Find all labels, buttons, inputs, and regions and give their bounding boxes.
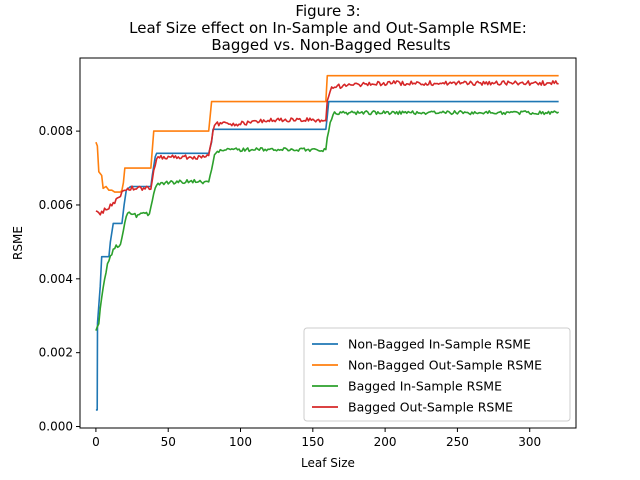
legend-label-non-bagged-in-sample-rsme: Non-Bagged In-Sample RSME [348, 337, 531, 352]
legend-label-bagged-out-sample-rsme: Bagged Out-Sample RSME [348, 400, 513, 415]
series-line-non-bagged-in-sample-rsme [95, 100, 559, 411]
title-line-2: Leaf Size effect on In-Sample and Out-Sa… [129, 19, 527, 37]
y-tick-label: 0.006 [39, 198, 73, 212]
x-tick-label: 0 [92, 435, 100, 449]
title-line-1: Figure 3: [295, 2, 360, 20]
plot-frame [79, 57, 577, 429]
legend-box [303, 327, 571, 422]
y-tick-label: 0.004 [39, 272, 73, 286]
x-tick-label: 250 [446, 435, 469, 449]
title-line-3: Bagged vs. Non-Bagged Results [211, 36, 450, 54]
x-tick-label: 150 [301, 435, 324, 449]
x-axis-ticks: 0 50 100 150 200 250 300 [92, 428, 541, 449]
y-axis-ticks: 0.000 0.002 0.004 0.006 0.008 [39, 124, 80, 434]
x-tick-label: 100 [229, 435, 252, 449]
x-tick-label: 50 [161, 435, 176, 449]
y-axis-label: RSME [11, 226, 25, 260]
legend-items: Non-Bagged In-Sample RSME Non-Bagged Out-… [312, 337, 542, 415]
x-tick-label: 300 [518, 435, 541, 449]
series-layer [95, 74, 560, 411]
chart-title: Figure 3: Leaf Size effect on In-Sample … [129, 2, 527, 54]
series-line-bagged-in-sample-rsme [95, 110, 560, 331]
legend-label-bagged-in-sample-rsme: Bagged In-Sample RSME [348, 379, 502, 394]
x-axis-label: Leaf Size [301, 456, 355, 470]
y-tick-label: 0.002 [39, 346, 73, 360]
y-tick-label: 0.000 [39, 420, 73, 434]
x-tick-label: 200 [374, 435, 397, 449]
series-line-non-bagged-out-sample-rsme [95, 74, 559, 193]
series-line-bagged-out-sample-rsme [95, 80, 559, 216]
y-tick-label: 0.008 [39, 124, 73, 138]
legend: Non-Bagged In-Sample RSME Non-Bagged Out-… [303, 327, 571, 422]
legend-label-non-bagged-out-sample-rsme: Non-Bagged Out-Sample RSME [348, 358, 542, 373]
